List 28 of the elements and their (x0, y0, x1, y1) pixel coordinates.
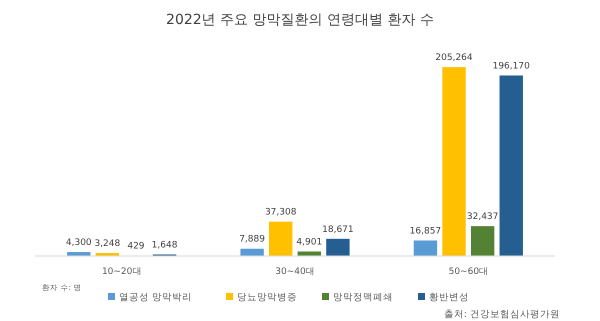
legend-label: 망막정맥폐쇄 (333, 292, 393, 303)
bar (326, 238, 350, 256)
data-label: 3,248 (94, 239, 121, 250)
data-label: 1,648 (152, 240, 178, 250)
legend-label: 당뇨망막병증 (237, 292, 297, 303)
bar (269, 222, 292, 256)
data-label: 37,308 (264, 208, 297, 218)
x-tick-label: 10~20대 (102, 267, 142, 277)
data-label: 205,264 (435, 53, 473, 64)
bar (414, 240, 438, 256)
bar (240, 248, 264, 256)
data-label: 16,857 (410, 226, 442, 236)
x-tick-label: 30~40대 (275, 267, 315, 277)
data-label: 32,437 (466, 212, 498, 222)
data-label: 4,300 (66, 238, 92, 248)
data-label: 7,889 (239, 234, 266, 245)
legend-label: 황반변성 (429, 292, 469, 303)
data-label: 429 (127, 242, 145, 252)
bar (470, 226, 494, 256)
chart-title: 2022년 주요 망막질환의 연령대별 환자 수 (166, 12, 434, 28)
x-tick-label: 50~60대 (448, 267, 488, 277)
bar (442, 67, 466, 256)
data-label: 4,901 (296, 237, 322, 248)
bar (500, 75, 523, 256)
data-label: 196,170 (492, 61, 530, 72)
data-label: 18,671 (322, 224, 354, 235)
source-note: 출처: 건강보험심사평가원 (444, 309, 560, 320)
legend-label: 열공성 망막박리 (119, 292, 192, 303)
